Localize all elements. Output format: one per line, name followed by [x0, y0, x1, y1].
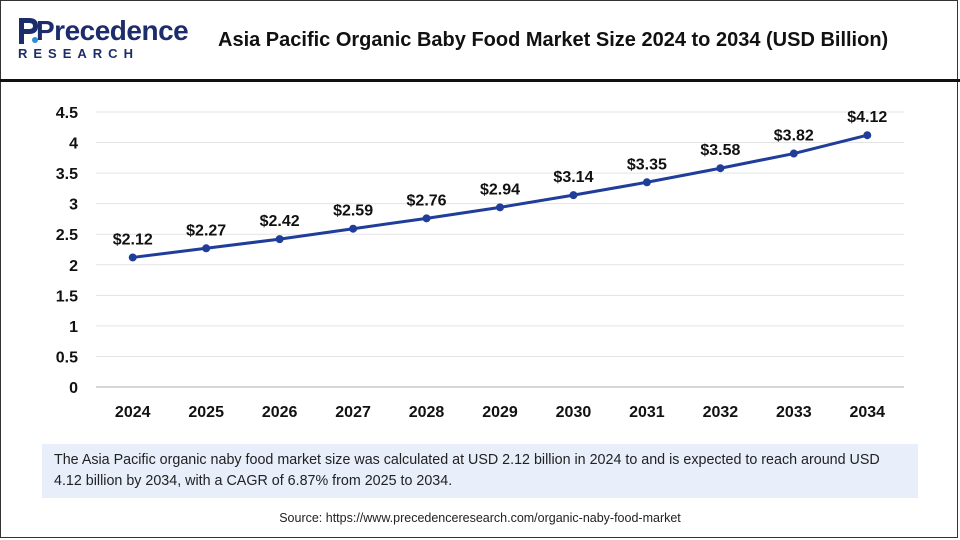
- data-label: $3.14: [553, 169, 593, 186]
- y-tick-label: 2: [69, 258, 78, 275]
- data-point: [789, 149, 798, 158]
- data-point: [642, 178, 651, 187]
- x-tick-label: 2033: [776, 404, 812, 421]
- x-tick-label: 2031: [629, 404, 665, 421]
- data-point: [275, 235, 284, 244]
- data-label: $2.27: [186, 222, 226, 239]
- data-label: $3.35: [627, 156, 667, 173]
- data-label: $2.94: [480, 181, 520, 198]
- x-tick-label: 2028: [409, 404, 445, 421]
- y-tick-label: 1: [69, 319, 78, 336]
- data-label: $2.76: [407, 192, 447, 209]
- logo-mark-icon: [19, 18, 38, 44]
- caption-text: The Asia Pacific organic naby food marke…: [54, 452, 880, 489]
- data-label: $4.12: [847, 109, 887, 126]
- x-tick-label: 2027: [335, 404, 371, 421]
- data-points: [128, 131, 872, 262]
- data-point: [863, 131, 872, 140]
- x-tick-label: 2030: [556, 404, 592, 421]
- axes: 0 0.5 1 1.5 2 2.5 3 3.5 4 4.5 2024 2025 2026 2027 2028…: [56, 105, 904, 421]
- data-label: $3.82: [774, 128, 814, 145]
- x-tick-label: 2032: [703, 404, 739, 421]
- y-tick-label: 4: [69, 136, 78, 153]
- chart-title: Asia Pacific Organic Baby Food Market Si…: [218, 29, 889, 51]
- header-divider: [0, 79, 960, 82]
- header: Precedence RESEARCH Asia Pacific Organic…: [0, 0, 960, 79]
- data-point: [569, 191, 578, 200]
- logo-name: Precedence: [36, 15, 189, 46]
- data-point: [716, 164, 725, 173]
- y-tick-label: 3.5: [56, 166, 78, 183]
- x-tick-label: 2025: [188, 404, 224, 421]
- data-point: [496, 203, 504, 212]
- data-point: [422, 214, 431, 223]
- x-tick-label: 2034: [849, 404, 885, 421]
- y-tick-label: 4.5: [56, 105, 78, 122]
- data-point: [128, 253, 137, 262]
- y-tick-label: 2.5: [56, 227, 78, 244]
- x-tick-label: 2029: [482, 404, 518, 421]
- y-tick-label: 0.5: [56, 349, 78, 366]
- caption-box: The Asia Pacific organic naby food marke…: [42, 444, 918, 498]
- logo-subtitle: RESEARCH: [18, 46, 139, 61]
- line-chart: 0 0.5 1 1.5 2 2.5 3 3.5 4 4.5 2024 2025 2026 2027 2028…: [56, 105, 904, 421]
- data-point: [349, 224, 358, 233]
- y-tick-label: 3: [69, 197, 78, 214]
- y-tick-label: 1.5: [56, 288, 78, 305]
- x-tick-label: 2024: [115, 404, 151, 421]
- data-point: [202, 244, 211, 253]
- data-label: $2.59: [333, 203, 373, 220]
- y-tick-label: 0: [69, 380, 78, 397]
- data-label: $2.42: [260, 213, 300, 230]
- data-labels: $2.12 $2.27 $2.42 $2.59 $2.76 $2.94 $3.14 $3.35…: [113, 109, 888, 248]
- source-text: Source: https://www.precedenceresearch.c…: [279, 511, 681, 525]
- x-tick-label: 2026: [262, 404, 298, 421]
- logo: Precedence RESEARCH: [14, 12, 189, 62]
- grid: [96, 111, 904, 357]
- data-label: $2.12: [113, 231, 153, 248]
- data-label: $3.58: [700, 142, 740, 159]
